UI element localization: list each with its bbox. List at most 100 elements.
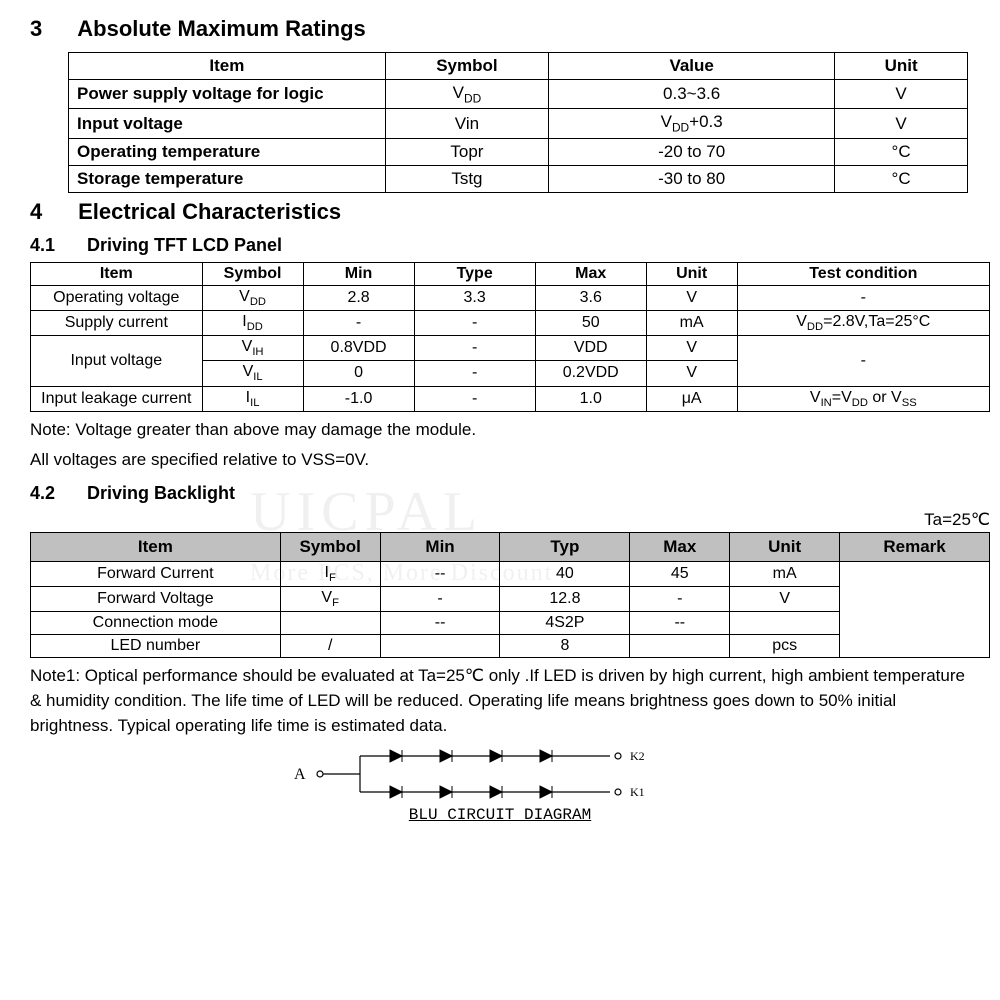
cell-symbol: VIH	[202, 336, 303, 361]
col-cond: Test condition	[737, 262, 989, 285]
section-4-1-heading: 4.1 Driving TFT LCD Panel	[30, 235, 970, 256]
cell-type: -	[414, 386, 535, 411]
cell-typ: 4S2P	[500, 612, 630, 635]
table-row: Input voltage Vin VDD+0.3 V	[69, 109, 968, 138]
cell-type: -	[414, 336, 535, 361]
cell-symbol: VIL	[202, 361, 303, 386]
cell-value: -20 to 70	[549, 138, 835, 165]
cell-max: -	[630, 587, 730, 612]
diagram-node-k1: K1	[630, 785, 645, 799]
cell-remark	[840, 562, 990, 658]
tft-lcd-table: Item Symbol Min Type Max Unit Test condi…	[30, 262, 990, 412]
cell-unit: mA	[646, 310, 737, 335]
note-text: Note1: Optical performance should be eva…	[30, 664, 970, 738]
section-4-1-number: 4.1	[30, 235, 82, 256]
cell-typ: 12.8	[500, 587, 630, 612]
cell-item: Operating temperature	[69, 138, 386, 165]
cell-cond: -	[737, 336, 989, 386]
col-item: Item	[69, 53, 386, 80]
cell-max: 1.0	[535, 386, 646, 411]
cell-min: --	[380, 612, 500, 635]
table-row: Forward Current IF -- 40 45 mA	[31, 562, 990, 587]
cell-symbol: VDD	[202, 285, 303, 310]
col-min: Min	[380, 533, 500, 562]
table-row: Storage temperature Tstg -30 to 80 °C	[69, 165, 968, 192]
section-4-title: Electrical Characteristics	[78, 199, 341, 224]
cell-unit: mA	[730, 562, 840, 587]
cell-symbol: IIL	[202, 386, 303, 411]
cell-unit: V	[835, 80, 968, 109]
cell-item: Forward Voltage	[31, 587, 281, 612]
col-item: Item	[31, 262, 203, 285]
cell-symbol: IF	[280, 562, 380, 587]
cell-unit: V	[646, 336, 737, 361]
cell-max: 0.2VDD	[535, 361, 646, 386]
cell-symbol: /	[280, 635, 380, 658]
abs-max-ratings-table: Item Symbol Value Unit Power supply volt…	[68, 52, 968, 193]
col-unit: Unit	[646, 262, 737, 285]
note-text: All voltages are specified relative to V…	[30, 448, 970, 473]
cell-max: VDD	[535, 336, 646, 361]
cell-item: Operating voltage	[31, 285, 203, 310]
col-symbol: Symbol	[385, 53, 548, 80]
cell-item: Forward Current	[31, 562, 281, 587]
cell-min: 0	[303, 361, 414, 386]
blu-circuit-diagram-icon: K2 K1	[300, 744, 700, 804]
cell-value: VDD+0.3	[549, 109, 835, 138]
section-3-heading: 3 Absolute Maximum Ratings	[30, 16, 970, 42]
cell-type: -	[414, 361, 535, 386]
col-item: Item	[31, 533, 281, 562]
cell-type: 3.3	[414, 285, 535, 310]
cell-symbol: Tstg	[385, 165, 548, 192]
cell-max: 3.6	[535, 285, 646, 310]
cell-item: Connection mode	[31, 612, 281, 635]
cell-unit: V	[730, 587, 840, 612]
table-row: Input leakage current IIL -1.0 - 1.0 μA …	[31, 386, 990, 411]
cell-cond: -	[737, 285, 989, 310]
cell-item: Input voltage	[31, 336, 203, 386]
section-4-2-heading: 4.2 Driving Backlight	[30, 483, 970, 504]
table-header-row: Item Symbol Min Type Max Unit Test condi…	[31, 262, 990, 285]
cell-symbol: VF	[280, 587, 380, 612]
cell-type: -	[414, 310, 535, 335]
cell-symbol	[280, 612, 380, 635]
cell-unit: V	[646, 361, 737, 386]
col-remark: Remark	[840, 533, 990, 562]
section-3-number: 3	[30, 16, 72, 42]
cell-item: Input leakage current	[31, 386, 203, 411]
cell-min: 2.8	[303, 285, 414, 310]
cell-item: Storage temperature	[69, 165, 386, 192]
cell-symbol: IDD	[202, 310, 303, 335]
cell-value: 0.3~3.6	[549, 80, 835, 109]
cell-item: Supply current	[31, 310, 203, 335]
col-value: Value	[549, 53, 835, 80]
table-row: Input voltage VIH 0.8VDD - VDD V -	[31, 336, 990, 361]
section-4-2-title: Driving Backlight	[87, 483, 235, 503]
cell-symbol: VDD	[385, 80, 548, 109]
cell-min: -1.0	[303, 386, 414, 411]
table-row: Operating temperature Topr -20 to 70 °C	[69, 138, 968, 165]
cell-unit	[730, 612, 840, 635]
cell-unit: μA	[646, 386, 737, 411]
col-min: Min	[303, 262, 414, 285]
cell-symbol: Vin	[385, 109, 548, 138]
col-unit: Unit	[730, 533, 840, 562]
ta-condition: Ta=25℃	[30, 510, 990, 530]
cell-min: -	[380, 587, 500, 612]
cell-min: --	[380, 562, 500, 587]
col-symbol: Symbol	[280, 533, 380, 562]
cell-unit: pcs	[730, 635, 840, 658]
col-max: Max	[630, 533, 730, 562]
cell-unit: V	[646, 285, 737, 310]
section-4-heading: 4 Electrical Characteristics	[30, 199, 970, 225]
cell-min: -	[303, 310, 414, 335]
cell-cond: VDD=2.8V,Ta=25°C	[737, 310, 989, 335]
table-row: Operating voltage VDD 2.8 3.3 3.6 V -	[31, 285, 990, 310]
table-row: Power supply voltage for logic VDD 0.3~3…	[69, 80, 968, 109]
cell-item: Power supply voltage for logic	[69, 80, 386, 109]
cell-unit: °C	[835, 165, 968, 192]
table-row: Supply current IDD - - 50 mA VDD=2.8V,Ta…	[31, 310, 990, 335]
cell-max: 50	[535, 310, 646, 335]
cell-typ: 40	[500, 562, 630, 587]
diagram-node-a: A	[294, 766, 306, 784]
